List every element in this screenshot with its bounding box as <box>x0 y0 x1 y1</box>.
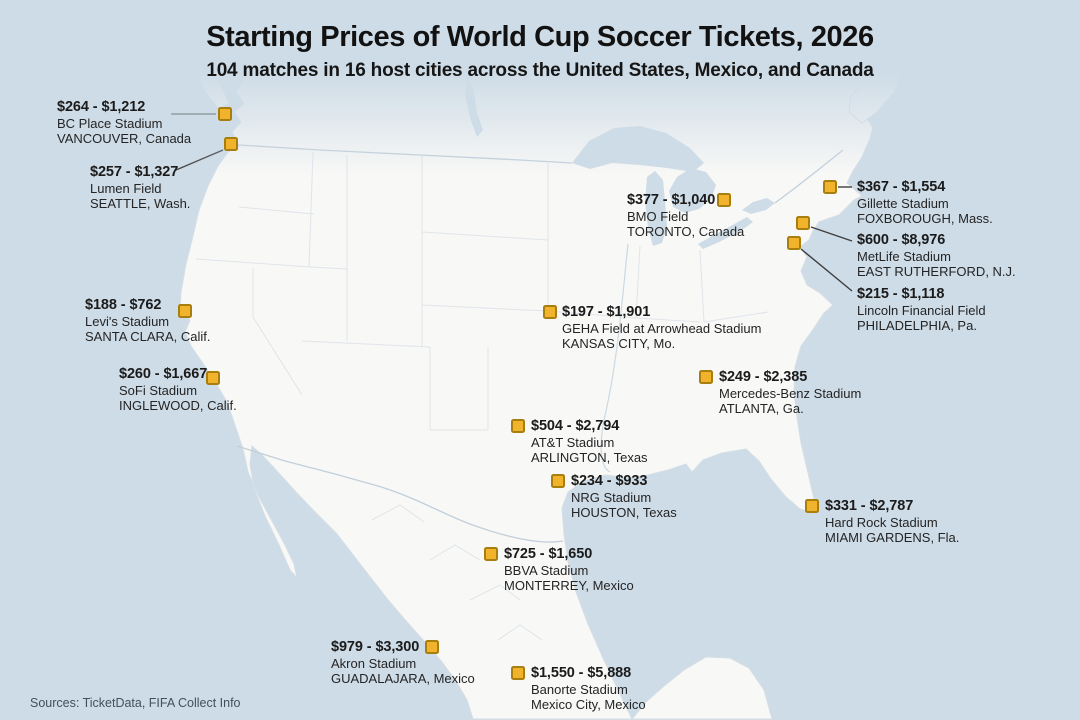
page-subtitle: 104 matches in 16 host cities across the… <box>206 60 874 81</box>
lake-michigan <box>645 171 667 246</box>
us-mexico-border <box>236 445 564 543</box>
yucatan-landmass <box>631 656 773 720</box>
page-title: Starting Prices of World Cup Soccer Tick… <box>206 21 874 53</box>
header: Starting Prices of World Cup Soccer Tick… <box>0 21 1080 81</box>
leader-line-east-rutherford <box>810 226 853 242</box>
lake-erie <box>698 217 753 249</box>
lake-ontario <box>742 198 775 214</box>
lake-huron <box>669 168 716 213</box>
mississippi-river <box>600 243 629 473</box>
leader-line-philadelphia <box>800 248 853 292</box>
source-note: Sources: TicketData, FIFA Collect Info <box>30 696 241 710</box>
state-borders <box>195 151 769 641</box>
